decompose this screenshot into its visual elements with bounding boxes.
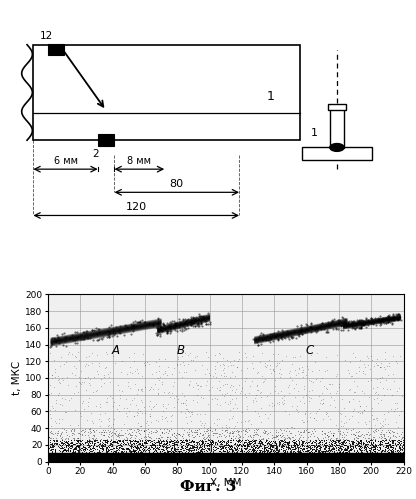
Bar: [330, 109, 344, 148]
Text: 12: 12: [40, 31, 53, 41]
Text: 8 мм: 8 мм: [127, 156, 151, 166]
Bar: [48, 43, 64, 54]
Bar: [33, 45, 300, 140]
Bar: [328, 104, 346, 110]
Text: 120: 120: [126, 202, 147, 212]
Text: 1: 1: [267, 90, 274, 103]
Text: 6 мм: 6 мм: [54, 156, 77, 166]
Bar: [98, 134, 114, 146]
Bar: [302, 148, 372, 161]
Text: 2: 2: [92, 150, 99, 160]
Text: 1: 1: [311, 128, 317, 138]
Ellipse shape: [330, 143, 344, 152]
Text: C: C: [306, 344, 314, 357]
X-axis label: X, ММ: X, ММ: [210, 478, 241, 488]
Text: B: B: [176, 344, 184, 357]
Y-axis label: t, МКС: t, МКС: [12, 361, 22, 395]
Text: 80: 80: [170, 179, 184, 189]
Text: A: A: [112, 344, 120, 357]
Text: Фиг. 3: Фиг. 3: [180, 480, 236, 494]
